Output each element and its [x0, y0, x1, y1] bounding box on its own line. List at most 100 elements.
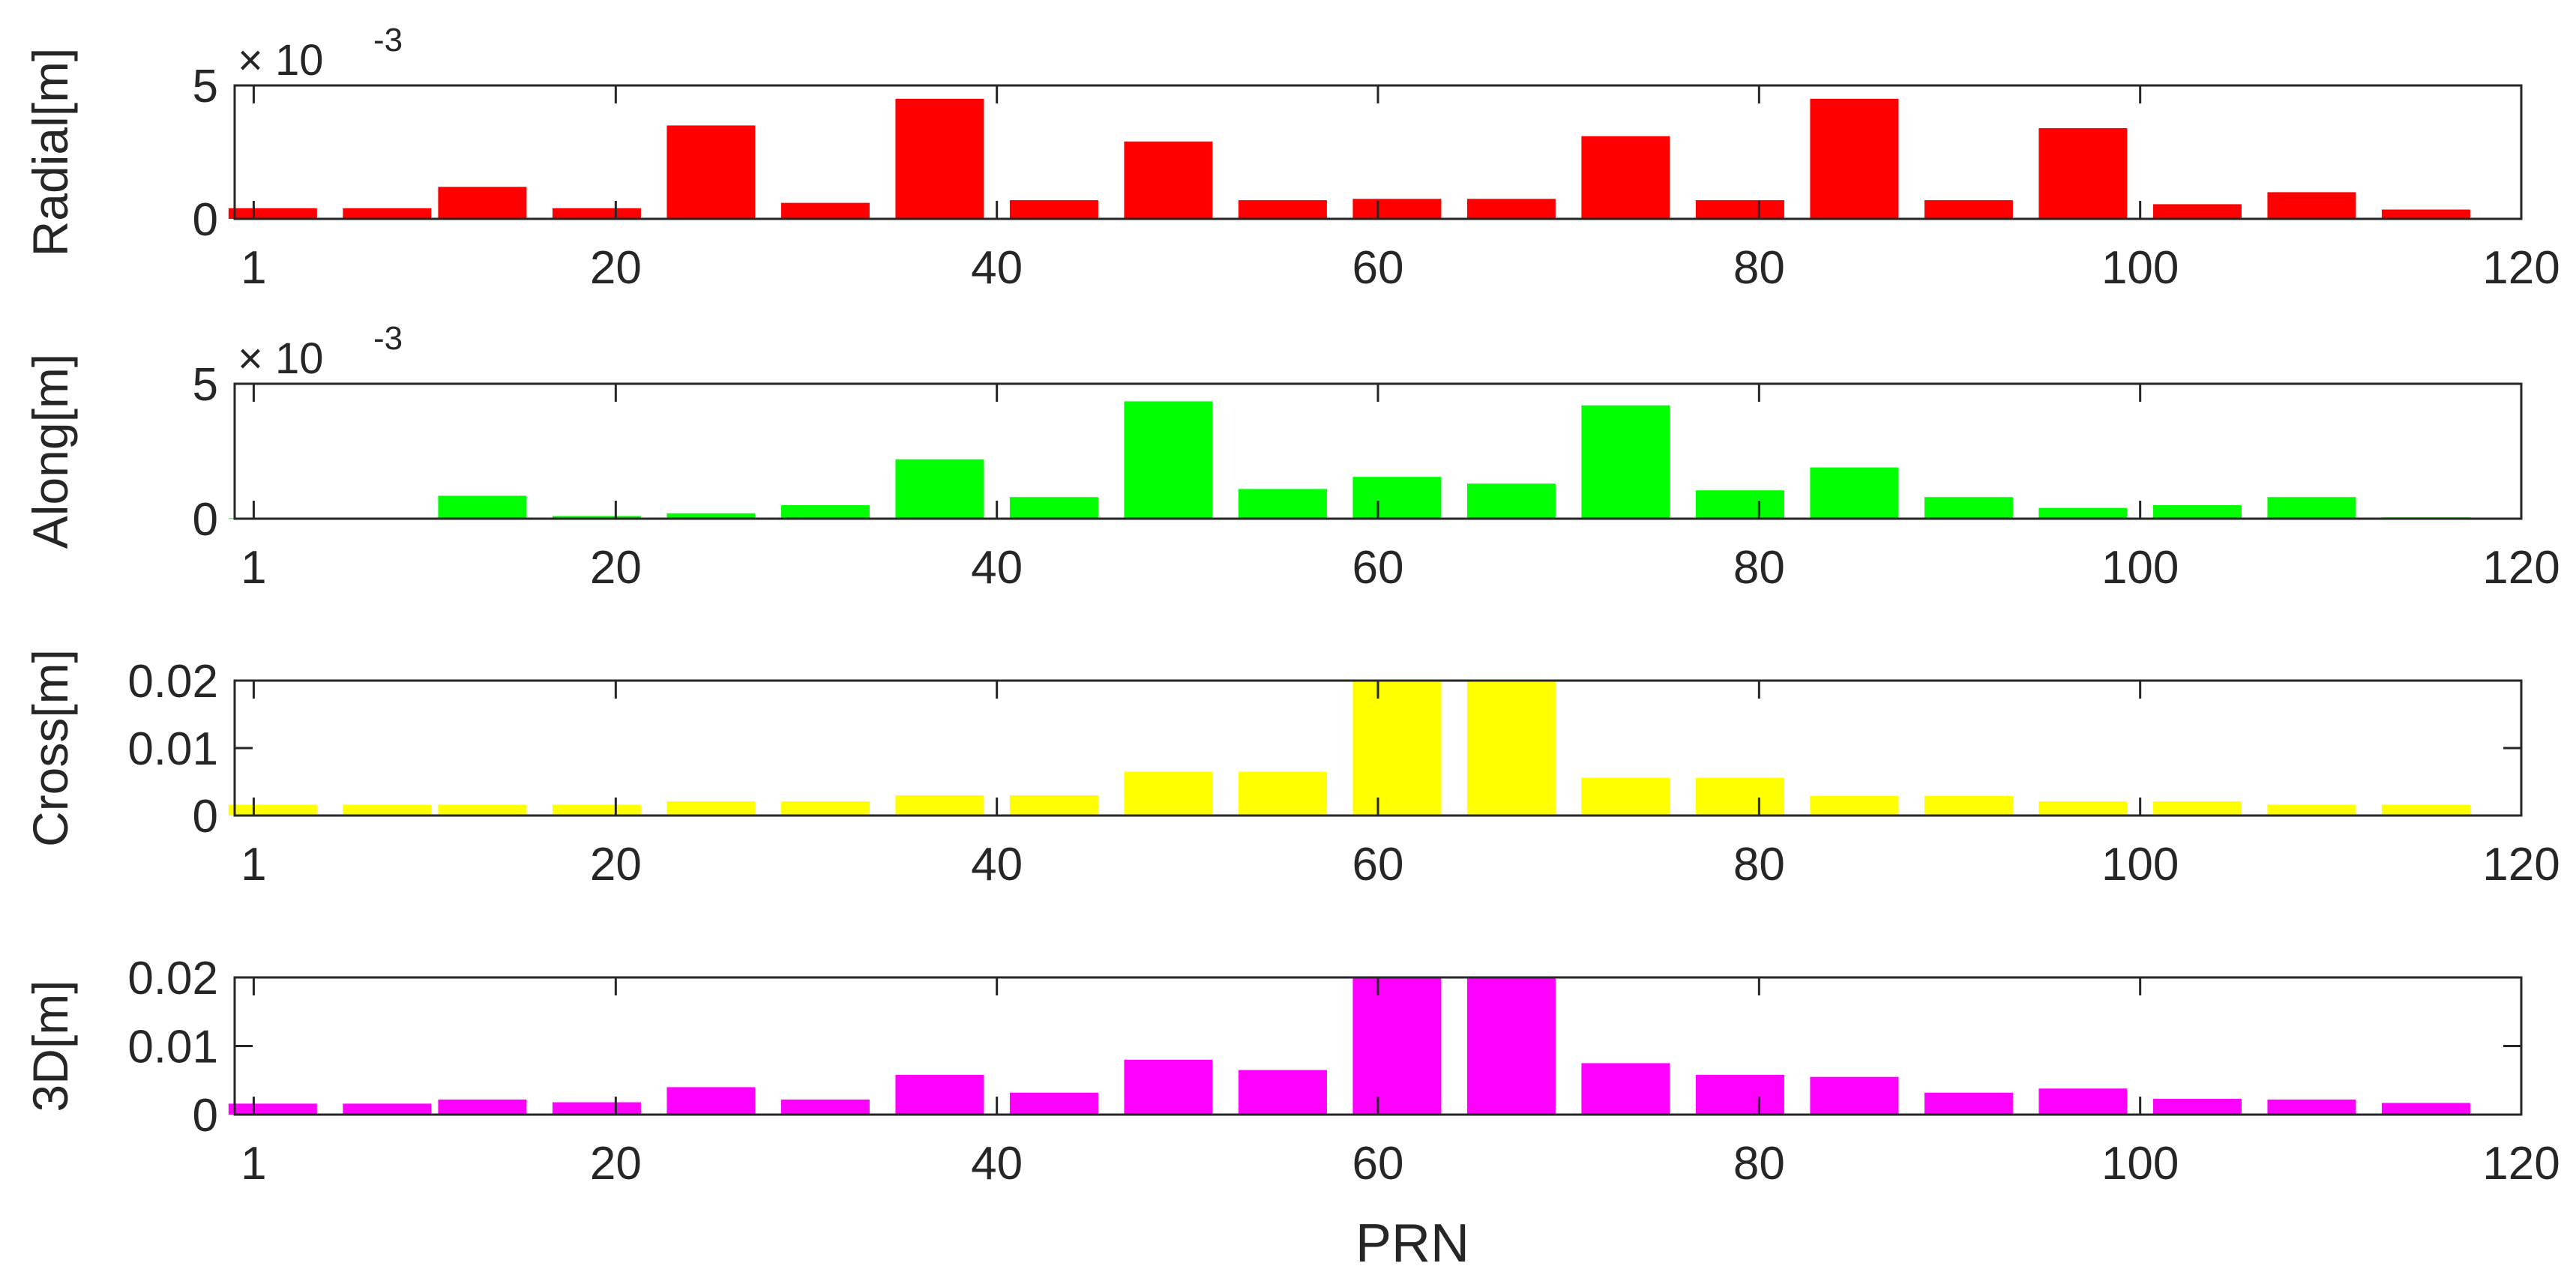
bar	[552, 208, 641, 219]
bar	[1124, 1059, 1213, 1115]
bar	[343, 1103, 432, 1115]
bar	[895, 1074, 984, 1115]
bar	[1124, 141, 1213, 219]
bar	[780, 1099, 870, 1115]
y-axis-label: 3D[m]	[22, 980, 78, 1112]
x-tick-label: 40	[971, 839, 1023, 890]
bar	[666, 1087, 756, 1115]
x-tick-label: 100	[2101, 242, 2179, 294]
bar	[1238, 771, 1327, 816]
bar	[1352, 681, 1442, 816]
bar	[1695, 490, 1784, 519]
bar	[2267, 497, 2356, 519]
x-tick-label: 60	[1352, 839, 1404, 890]
bar	[2152, 505, 2242, 519]
bar	[552, 516, 641, 519]
bar	[1924, 795, 2013, 816]
bar	[228, 208, 317, 219]
bar	[1810, 467, 1899, 519]
y-tick-label: 0	[193, 194, 218, 246]
y-tick-label: 5	[193, 61, 218, 112]
x-tick-label: 40	[971, 242, 1023, 294]
x-tick-label: 60	[1352, 1138, 1404, 1190]
x-tick-label: 1	[241, 839, 266, 890]
bar	[895, 98, 984, 219]
x-tick-label: 20	[590, 1138, 642, 1190]
bar	[1352, 477, 1442, 519]
bar	[552, 804, 641, 816]
bar	[1466, 977, 1556, 1115]
x-tick-label: 60	[1352, 542, 1404, 594]
y-tick-label: 0	[193, 494, 218, 546]
bar	[438, 495, 527, 519]
bar	[1124, 771, 1213, 816]
y-exponent-power: -3	[373, 22, 403, 58]
bar	[228, 1103, 317, 1115]
x-axis-label: PRN	[1355, 1214, 1469, 1274]
bar	[1924, 497, 2013, 519]
bar	[1695, 1074, 1784, 1115]
x-tick-label: 20	[590, 242, 642, 294]
bar	[2038, 507, 2128, 519]
bar	[1352, 977, 1442, 1115]
bar	[2381, 209, 2470, 219]
y-axis-label: Along[m]	[22, 354, 78, 549]
bar	[1238, 200, 1327, 219]
x-tick-label: 60	[1352, 242, 1404, 294]
bar	[438, 1099, 527, 1115]
y-exponent-label: × 10	[238, 36, 324, 85]
bar	[780, 801, 870, 816]
bar	[2152, 204, 2242, 219]
bar	[1810, 795, 1899, 816]
x-tick-label: 100	[2101, 542, 2179, 594]
bar	[666, 125, 756, 219]
bar	[1581, 136, 1670, 219]
x-tick-label: 20	[590, 542, 642, 594]
bar	[1009, 497, 1098, 519]
bar	[2152, 1098, 2242, 1115]
x-tick-label: 100	[2101, 839, 2179, 890]
bar	[1009, 795, 1098, 816]
bar	[228, 804, 317, 816]
bar	[1466, 681, 1556, 816]
x-tick-label: 1	[241, 1138, 266, 1190]
bar	[343, 804, 432, 816]
bar	[2267, 804, 2356, 816]
y-axis-label: Cross[m]	[22, 649, 78, 847]
x-tick-label: 120	[2482, 542, 2560, 594]
x-tick-label: 1	[241, 542, 266, 594]
bar	[666, 801, 756, 816]
bar	[1466, 483, 1556, 519]
bar	[1009, 200, 1098, 219]
y-tick-label: 0.02	[127, 656, 218, 708]
y-axis-label: Radial[m]	[22, 48, 78, 257]
bar	[780, 505, 870, 519]
x-tick-label: 80	[1733, 242, 1785, 294]
x-tick-label: 80	[1733, 1138, 1785, 1190]
y-tick-label: 0	[193, 791, 218, 843]
y-exponent-label: × 10	[238, 334, 324, 383]
bar	[2038, 1088, 2128, 1115]
bar	[2267, 1099, 2356, 1115]
bar	[1924, 200, 2013, 219]
bar	[552, 1102, 641, 1115]
bar	[1695, 200, 1784, 219]
x-tick-label: 40	[971, 542, 1023, 594]
x-tick-label: 120	[2482, 242, 2560, 294]
bar	[895, 795, 984, 816]
x-tick-label: 120	[2482, 839, 2560, 890]
bar	[2381, 1103, 2470, 1115]
y-tick-label: 0.01	[127, 1022, 218, 1073]
bar	[1009, 1092, 1098, 1115]
bar	[1581, 405, 1670, 519]
bar	[2267, 192, 2356, 219]
y-tick-label: 0.01	[127, 723, 218, 775]
bar	[2152, 801, 2242, 816]
bar	[343, 208, 432, 219]
x-tick-label: 100	[2101, 1138, 2179, 1190]
bar	[1810, 98, 1899, 219]
